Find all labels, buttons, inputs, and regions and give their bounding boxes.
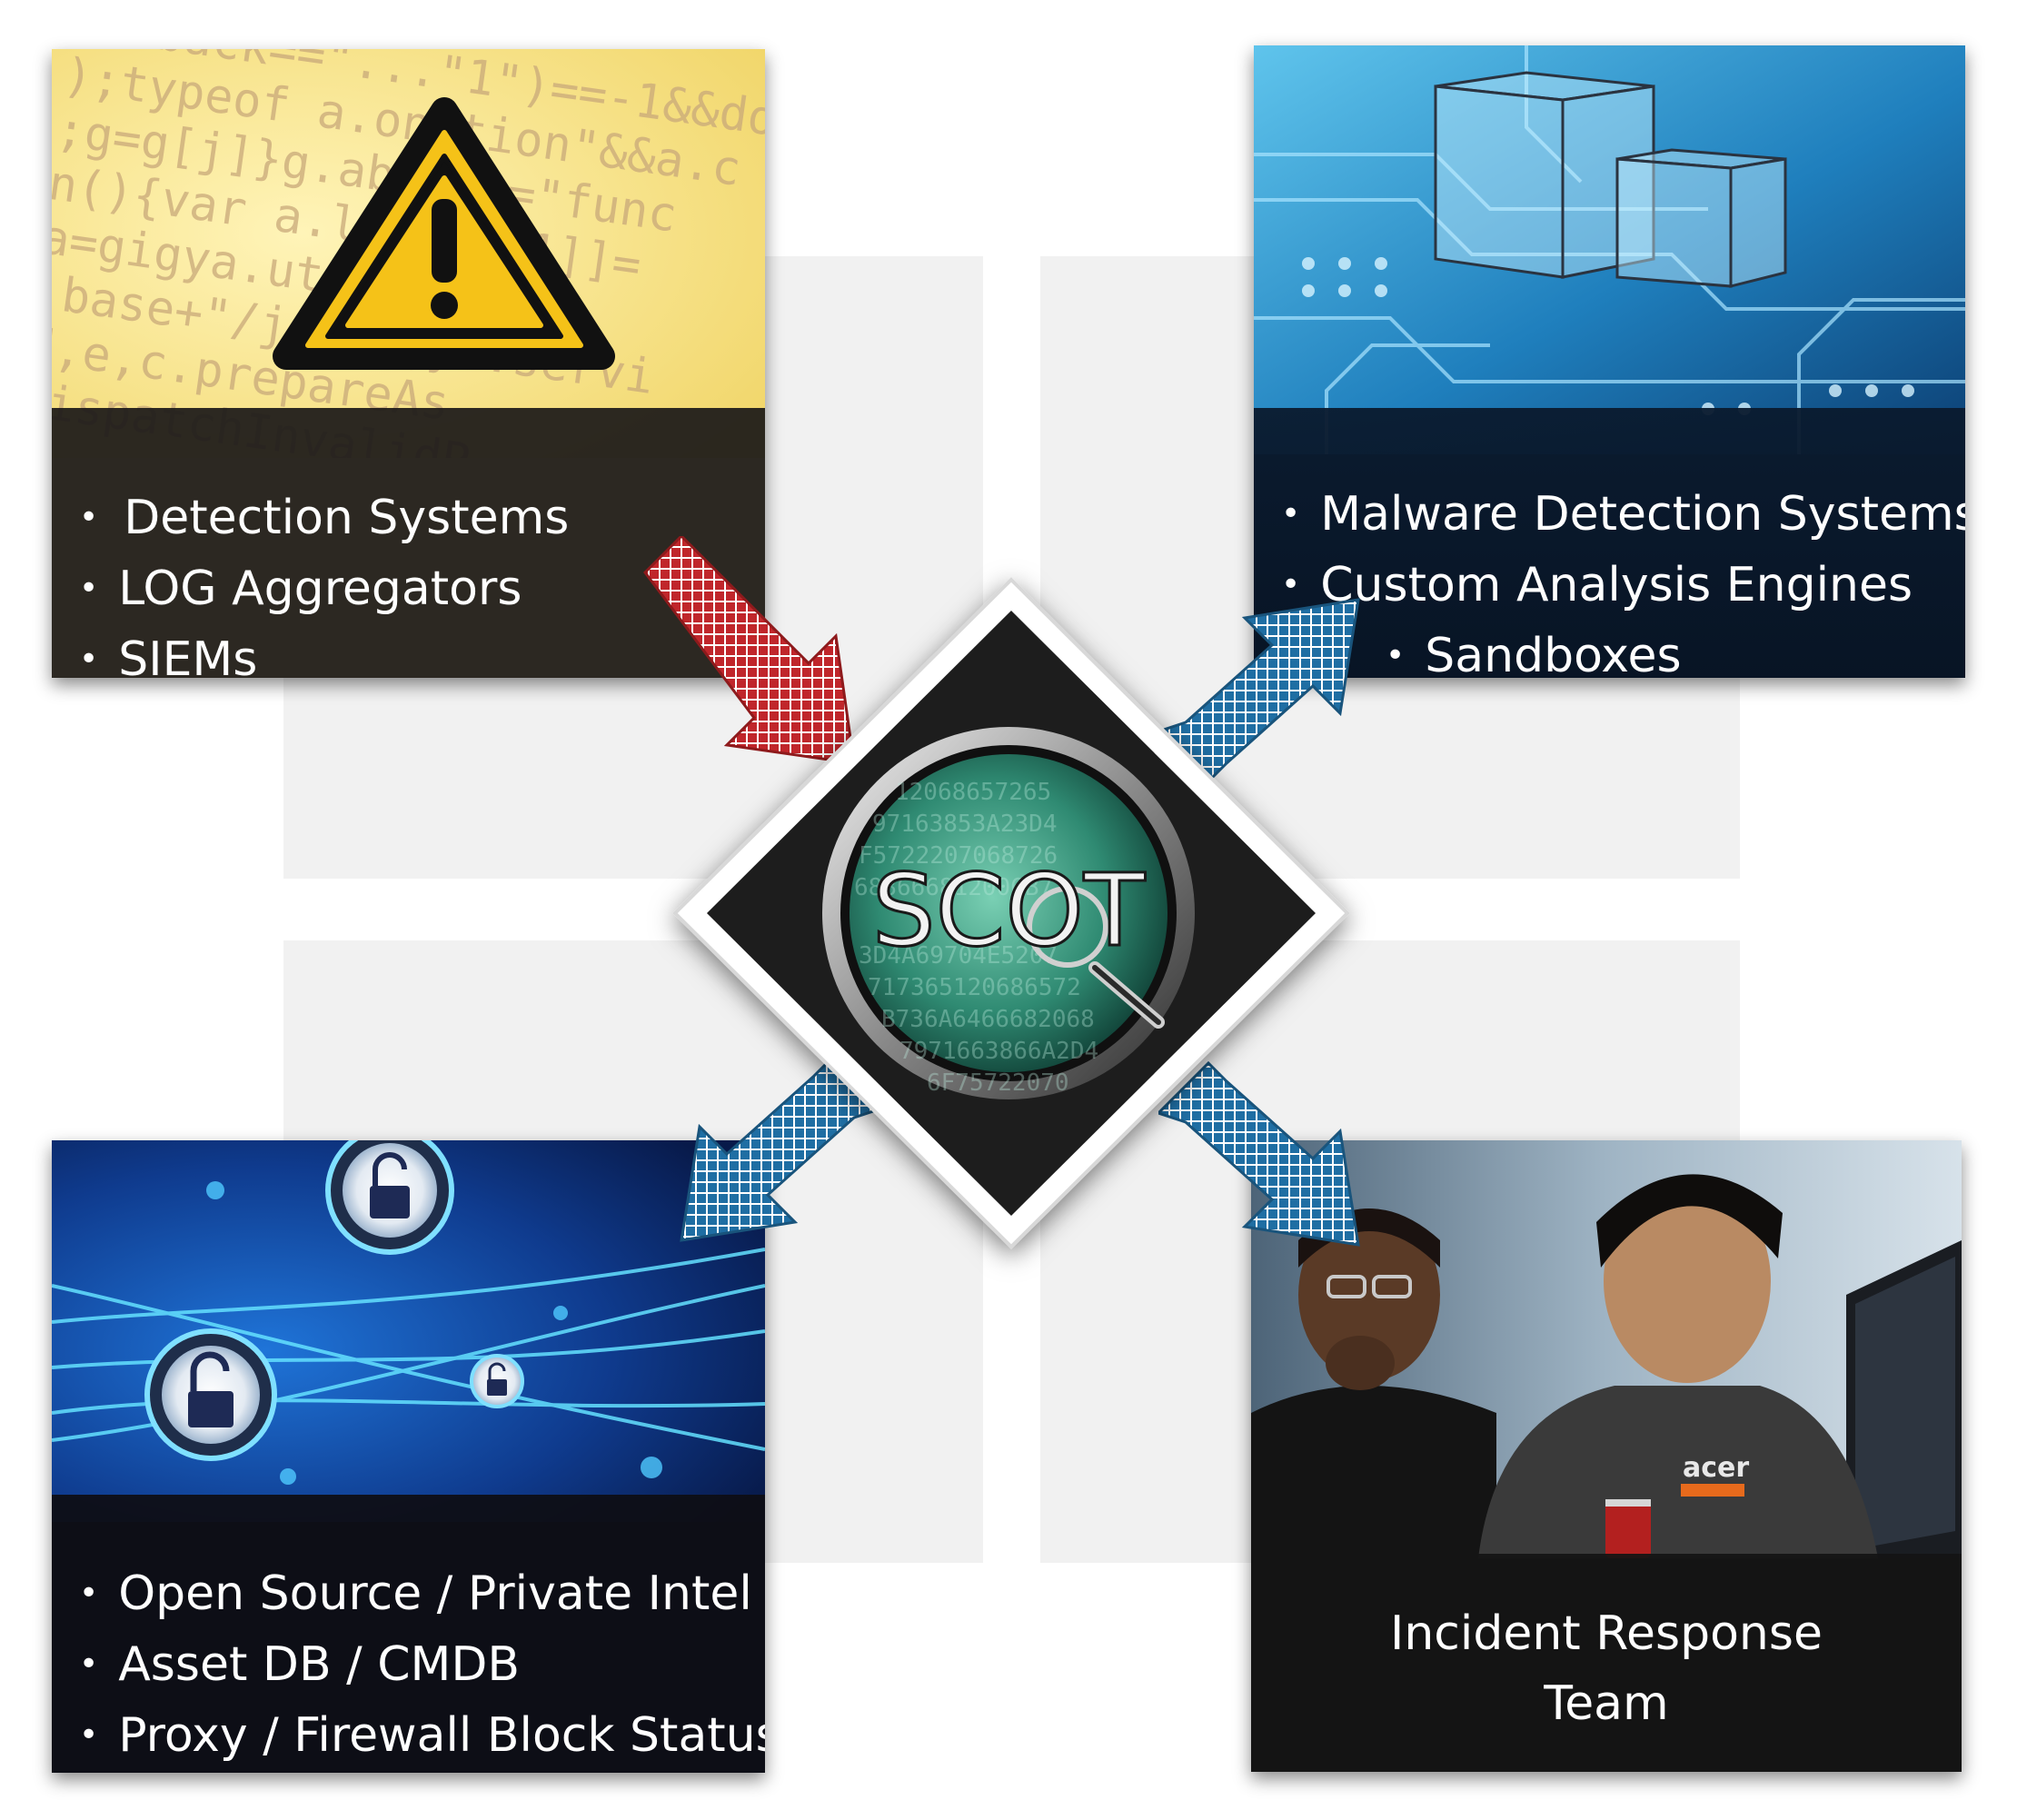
- team-title-line: Team: [1544, 1676, 1669, 1731]
- panel-malware-detection: Malware Detection Systems Custom Analysi…: [1254, 45, 1965, 678]
- list-item-label: Detection Systems: [124, 491, 570, 545]
- list-item-label: Custom Analysis Engines: [1320, 558, 1913, 612]
- warning-icon: [273, 97, 615, 370]
- list-item: LOG Aggregators: [79, 553, 765, 624]
- shirt-logo-text: acer: [1683, 1452, 1749, 1484]
- list-item-label: Proxy / Firewall Block Status: [118, 1708, 765, 1763]
- network-lock-image: [52, 1140, 765, 1522]
- detection-sources-list: Detection Systems LOG Aggregators SIEMs: [79, 482, 765, 678]
- list-item-label: Open Source / Private Intel: [118, 1566, 752, 1621]
- arrow-scot-to-intel: [680, 1056, 881, 1242]
- intel-sources-list: Open Source / Private Intel Asset DB / C…: [79, 1558, 765, 1771]
- code-background-image: allback=="..."1")==-1&&doc );typeof a.on…: [52, 49, 765, 458]
- panel-intel-sources: Open Source / Private Intel Asset DB / C…: [52, 1140, 765, 1773]
- list-item-label: LOG Aggregators: [118, 562, 522, 616]
- soda-can-icon: [1605, 1499, 1651, 1558]
- padlock-icon: [144, 1328, 277, 1461]
- sandbox-cube-icon: [1434, 71, 1787, 288]
- panel-caption: Open Source / Private Intel Asset DB / C…: [52, 1495, 765, 1773]
- list-item: Malware Detection Systems: [1281, 479, 1965, 550]
- person-right-icon: acer: [1478, 1174, 1878, 1558]
- list-item-label: Sandboxes: [1425, 629, 1682, 678]
- padlock-icon: [325, 1140, 454, 1255]
- panel-caption: Incident Response Team: [1251, 1554, 1962, 1772]
- list-item-label: SIEMs: [118, 632, 258, 678]
- monitor-icon: [1846, 1240, 1962, 1558]
- list-item: SIEMs: [79, 624, 765, 678]
- arrow-scot-to-malware: [1158, 598, 1360, 784]
- list-item: Sandboxes: [1386, 621, 1965, 678]
- panel-caption: Detection Systems LOG Aggregators SIEMs: [52, 408, 765, 678]
- list-item: Asset DB / CMDB: [79, 1629, 765, 1700]
- list-item: Open Source / Private Intel: [79, 1558, 765, 1629]
- panel-caption: Malware Detection Systems Custom Analysi…: [1254, 408, 1965, 678]
- list-item: Custom Analysis Engines: [1281, 550, 1965, 621]
- malware-tools-list: Malware Detection Systems Custom Analysi…: [1281, 479, 1965, 678]
- arrow-detection-to-scot: [643, 536, 856, 765]
- circuit-board-image: [1254, 45, 1965, 454]
- list-item-label: Asset DB / CMDB: [118, 1637, 521, 1692]
- padlock-icon: [470, 1354, 524, 1408]
- panel-detection-systems: allback=="..."1")==-1&&doc );typeof a.on…: [52, 49, 765, 678]
- team-title-line: Incident Response: [1390, 1606, 1823, 1661]
- list-item: Detection Systems: [79, 482, 765, 553]
- list-item-label: Malware Detection Systems: [1320, 487, 1965, 542]
- arrow-scot-to-response: [1158, 1060, 1360, 1247]
- list-item: Proxy / Firewall Block Status: [79, 1700, 765, 1771]
